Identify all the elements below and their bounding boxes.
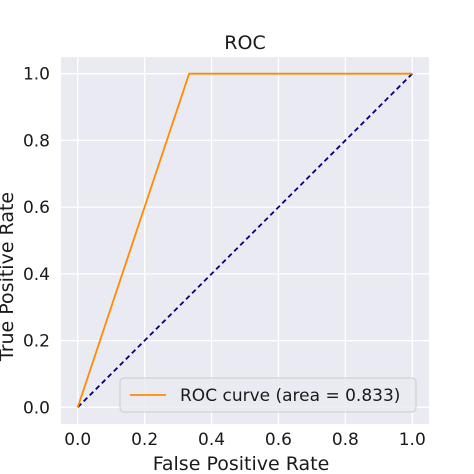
y-tick-label: 0.6 <box>23 198 50 218</box>
legend-label-roc: ROC curve (area = 0.833) <box>180 386 400 406</box>
x-tick-label: 0.2 <box>131 430 158 450</box>
chance-diagonal-line <box>77 73 413 408</box>
y-tick-label: 0.4 <box>23 265 50 285</box>
y-tick-label: 0.2 <box>23 332 50 352</box>
y-tick-label: 0.8 <box>23 131 50 151</box>
x-tick-label: 0.0 <box>64 430 91 450</box>
y-tick-label: 0.0 <box>23 398 50 418</box>
tick-labels: 0.0 0.2 0.4 0.6 0.8 1.0 0.0 0.2 0.4 0.6 0.8 1.0 <box>23 65 426 450</box>
x-tick-label: 0.8 <box>332 430 359 450</box>
roc-curve-line <box>76 72 413 408</box>
x-tick-label: 1.0 <box>399 430 426 450</box>
chart-title: ROC <box>224 32 265 54</box>
y-axis-label: True Positive Rate <box>0 192 18 362</box>
legend: ROC curve (area = 0.833) <box>119 377 417 413</box>
y-tick-label: 1.0 <box>23 65 50 85</box>
x-tick-label: 0.6 <box>265 430 292 450</box>
x-axis-label: False Positive Rate <box>153 453 330 474</box>
series-layer <box>76 72 413 408</box>
x-tick-label: 0.4 <box>198 430 225 450</box>
legend-box <box>119 377 417 413</box>
